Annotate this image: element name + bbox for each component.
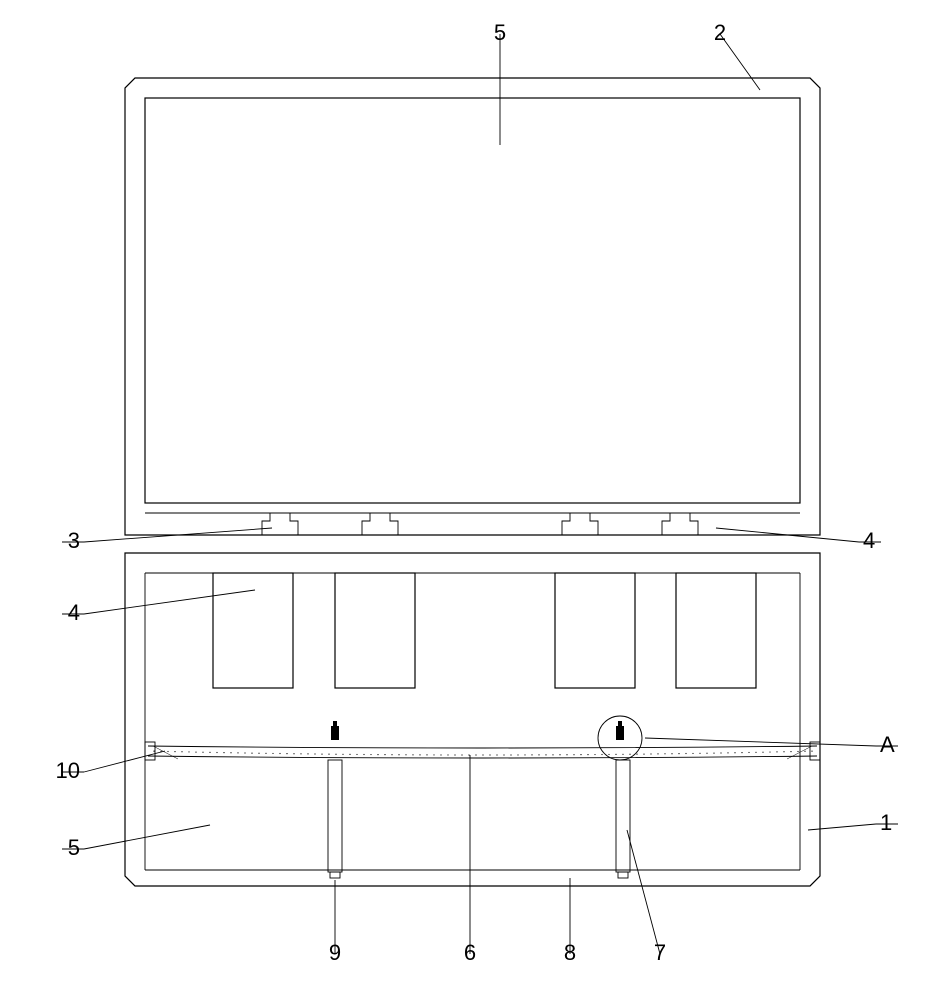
label-7-leader xyxy=(627,830,660,954)
hinge-slot xyxy=(262,513,298,535)
support-foot xyxy=(330,872,340,878)
lower-block xyxy=(676,573,756,688)
label-4-left: 4 xyxy=(68,600,80,625)
label-1-leader xyxy=(808,824,876,830)
lower-frame-outer xyxy=(125,553,820,886)
support-leg xyxy=(328,760,342,872)
label-A-leader xyxy=(645,738,876,746)
lower-block xyxy=(555,573,635,688)
label-7: 7 xyxy=(654,940,666,965)
label-5-bottom-leader xyxy=(84,825,210,849)
support-foot xyxy=(618,872,628,878)
label-10: 10 xyxy=(56,758,80,783)
pin-top xyxy=(618,721,622,726)
label-2: 2 xyxy=(714,20,726,45)
technical-diagram: 5 2 3 4 4 A 10 1 5 9 6 8 7 xyxy=(0,0,940,1000)
support-leg xyxy=(616,760,630,872)
label-1: 1 xyxy=(880,810,892,835)
lower-block xyxy=(335,573,415,688)
label-5-bottom: 5 xyxy=(68,835,80,860)
label-3: 3 xyxy=(68,528,80,553)
hinge-slot xyxy=(562,513,598,535)
belt-cross xyxy=(787,746,812,759)
belt-bottom xyxy=(148,756,817,758)
label-4-right: 4 xyxy=(863,528,875,553)
upper-inner-rect xyxy=(145,98,800,503)
hinge-slot xyxy=(662,513,698,535)
upper-frame-outer xyxy=(125,78,820,535)
label-8: 8 xyxy=(564,940,576,965)
belt-dots xyxy=(153,751,812,756)
belt-cross xyxy=(153,746,178,759)
hinge-slot xyxy=(362,513,398,535)
pin-body xyxy=(331,726,339,740)
label-A: A xyxy=(880,732,895,757)
pin-top xyxy=(333,721,337,726)
label-6: 6 xyxy=(464,940,476,965)
belt-top xyxy=(148,746,817,748)
pin-body xyxy=(616,726,624,740)
label-9: 9 xyxy=(329,940,341,965)
label-5: 5 xyxy=(494,20,506,45)
label-4-left-leader xyxy=(84,590,255,614)
